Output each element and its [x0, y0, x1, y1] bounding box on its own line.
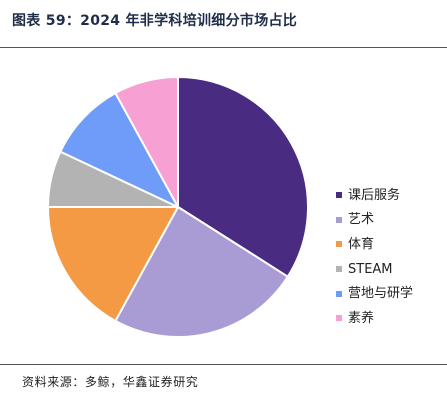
legend-label: 体育: [348, 236, 375, 252]
legend-label: 艺术: [348, 212, 375, 228]
legend-swatch: [336, 241, 342, 248]
report-header: 图表 59：2024 年非学科培训细分市场占比: [0, 0, 447, 48]
pie-slice-1: [114, 206, 289, 338]
chart-legend: 课后服务艺术体育 STEAM 营地与研学素养: [336, 183, 444, 331]
legend-label: 素养: [348, 310, 375, 326]
legend-item-5: 素养: [336, 306, 444, 331]
header-divider: [0, 47, 447, 48]
legend-swatch: [336, 192, 342, 199]
pie-slice-5: [114, 76, 179, 208]
pie-chart-area: 课后服务艺术体育 STEAM 营地与研学素养: [0, 48, 447, 364]
legend-item-1: 艺术: [336, 208, 444, 233]
legend-label: 营地与研学: [348, 286, 414, 302]
pie-chart: [47, 76, 309, 338]
pie-slice-4: [59, 92, 179, 208]
legend-item-2: 体育: [336, 232, 444, 257]
legend-swatch: [336, 266, 342, 273]
legend-label: STEAM: [348, 261, 393, 277]
legend-swatch: [336, 315, 342, 322]
legend-label: 课后服务: [348, 187, 401, 203]
legend-swatch: [336, 216, 342, 223]
pie-slice-2: [47, 206, 179, 322]
legend-item-0: 课后服务: [336, 183, 444, 208]
legend-swatch: [336, 290, 342, 297]
chart-title: 图表 59：2024 年非学科培训细分市场占比: [12, 13, 298, 29]
legend-item-4: 营地与研学: [336, 281, 444, 306]
footer-divider: [0, 364, 447, 365]
legend-item-3: STEAM: [336, 257, 444, 282]
source-note: 资料来源：多鲸，华鑫证券研究: [22, 375, 199, 389]
